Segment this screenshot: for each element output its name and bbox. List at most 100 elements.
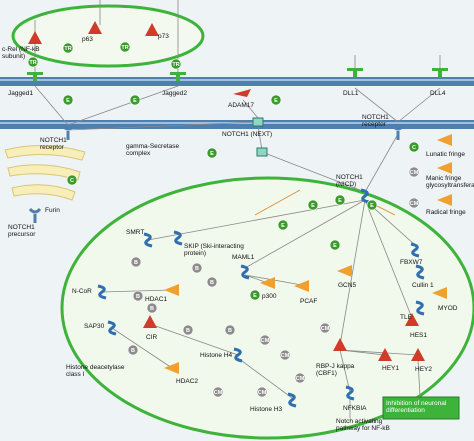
node-label: CIR — [146, 334, 158, 341]
enzyme — [88, 21, 102, 34]
badge-shape — [62, 94, 74, 106]
badge: B — [130, 256, 142, 268]
node-label: NOTCH1 receptor — [362, 114, 389, 128]
node-label: DLL1 — [343, 90, 359, 97]
ligand — [432, 68, 448, 77]
edge — [111, 327, 173, 369]
furin-golgi — [4, 145, 86, 201]
badge-label: TR — [121, 45, 128, 51]
badge-shape — [270, 94, 282, 106]
enzyme — [437, 194, 452, 206]
protein — [345, 385, 355, 401]
edge — [354, 87, 399, 123]
badge: E — [62, 94, 74, 106]
fragment — [252, 117, 264, 127]
badge: B — [146, 302, 158, 314]
badge-shape — [191, 262, 203, 274]
enzyme — [337, 265, 352, 277]
badge-label: CM — [321, 326, 330, 332]
badge: CM — [212, 386, 224, 398]
badge-label: CM — [214, 390, 223, 396]
node-label: RBP-J kappa (CBF1) — [316, 363, 355, 377]
badge-label: CM — [410, 201, 419, 207]
node-label: Jagged2 — [162, 90, 187, 97]
protease — [233, 89, 251, 97]
badge-shape — [27, 56, 39, 68]
badge-shape — [319, 322, 331, 334]
badge-label: TR — [64, 46, 71, 52]
badge: CM — [408, 197, 420, 209]
node-label: gamma-Secretase complex — [126, 143, 180, 157]
badge: CM — [319, 322, 331, 334]
node-label: NFKBIA — [343, 405, 367, 412]
node-label: Cullin 1 — [412, 282, 434, 289]
node-label: Histone H4 — [200, 352, 233, 359]
edge — [242, 99, 259, 119]
badge-shape — [256, 386, 268, 398]
badge: E — [307, 199, 319, 211]
node-label: SMRT — [126, 229, 145, 236]
badge-shape — [206, 147, 218, 159]
badge-label: CM — [410, 170, 419, 176]
badge-label: B — [136, 294, 140, 300]
badge: CM — [408, 166, 420, 178]
protein — [240, 264, 250, 280]
badge-label: E — [311, 203, 315, 209]
badge-label: B — [134, 260, 138, 266]
enzyme — [164, 284, 179, 296]
badge-shape — [206, 276, 218, 288]
node-label: SKIP (Ski-interacting protein) — [184, 243, 244, 257]
protein — [233, 347, 243, 363]
badge-shape — [366, 199, 378, 211]
node-label: HEY2 — [415, 366, 432, 373]
node-label: Jagged1 — [8, 90, 33, 97]
protein — [97, 284, 107, 300]
node-label: Lunatic fringe — [426, 151, 466, 158]
badge: E — [270, 94, 282, 106]
edge — [397, 87, 441, 123]
edge — [257, 125, 263, 151]
node-label: Inhibition of neuronal differentiation — [386, 400, 447, 414]
enzyme — [437, 162, 452, 174]
badge-shape — [146, 302, 158, 314]
badge-shape — [334, 194, 346, 206]
edge — [67, 121, 259, 131]
badge: E — [206, 147, 218, 159]
badge: E — [129, 94, 141, 106]
badge: CM — [259, 334, 271, 346]
badge: CM — [279, 349, 291, 361]
badge: B — [191, 262, 203, 274]
protein — [415, 300, 425, 316]
node-label: Furin — [45, 207, 60, 214]
badge-label: B — [150, 306, 154, 312]
badge-label: TR — [172, 62, 179, 68]
membrane-outer-line — [0, 79, 474, 81]
badge: E — [366, 199, 378, 211]
badge: B — [127, 344, 139, 356]
edge — [417, 359, 421, 397]
badge-shape — [277, 219, 289, 231]
node-label: NOTCH1 (NEXT) — [222, 131, 273, 138]
badge: TR — [27, 56, 39, 68]
badge-label: E — [338, 198, 342, 204]
badge-shape — [279, 349, 291, 361]
badge: E — [329, 239, 341, 251]
badge: E — [249, 289, 261, 301]
badge-label: B — [131, 348, 135, 354]
protein — [415, 264, 425, 280]
badge: B — [224, 324, 236, 336]
badge-shape — [249, 289, 261, 301]
edge — [67, 85, 179, 126]
enzyme — [28, 31, 42, 44]
badge-shape — [224, 324, 236, 336]
badge-label: B — [210, 280, 214, 286]
node-label: DLL4 — [430, 90, 446, 97]
node-label: NOTCH1 (NICD) — [336, 174, 363, 188]
node-label: HDAC1 — [145, 296, 168, 303]
node-label: NOTCH1 receptor — [40, 137, 67, 151]
node-label: HES1 — [410, 332, 427, 339]
node-label: PCAF — [300, 298, 318, 305]
membrane-inner — [0, 120, 474, 129]
edge — [244, 199, 366, 269]
